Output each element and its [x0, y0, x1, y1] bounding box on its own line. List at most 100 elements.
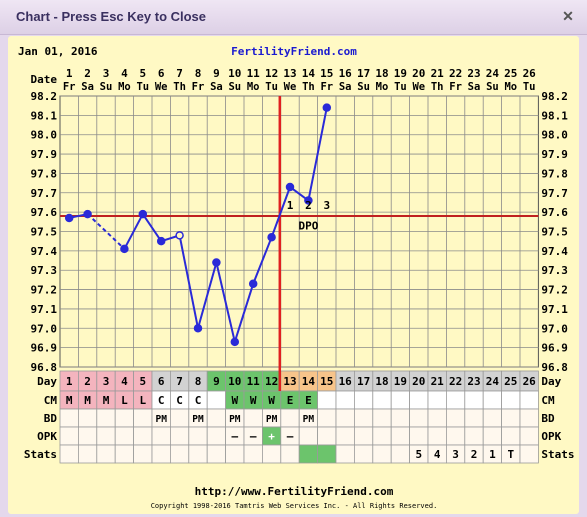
day-value: 2: [84, 375, 91, 388]
cm-value: L: [139, 394, 146, 407]
temp-point: [322, 103, 332, 112]
date-label: 20: [412, 67, 425, 80]
stats-value: 2: [471, 448, 478, 461]
stats-value: 5: [415, 448, 422, 461]
row-label-stats-right: Stats: [541, 448, 574, 461]
y-tick-label-left: 97.2: [31, 284, 58, 297]
cm-value: W: [250, 394, 257, 407]
weekday-label: Mo: [247, 81, 260, 93]
close-icon[interactable]: ✕: [562, 8, 574, 24]
y-tick-label-right: 97.8: [541, 167, 568, 180]
cm-cell: [501, 390, 521, 410]
day-value: 13: [283, 375, 296, 388]
row-label-date: Date: [31, 73, 58, 86]
y-tick-label-left: 98.1: [31, 109, 58, 122]
row-label-day-left: Day: [37, 375, 57, 388]
bd-cell: [353, 408, 374, 428]
day-value: 5: [139, 375, 146, 388]
temp-line: [197, 262, 218, 329]
dpo-number: 3: [323, 199, 330, 212]
cm-value: W: [231, 394, 238, 407]
bd-value: PM: [192, 414, 204, 425]
day-value: 8: [195, 375, 202, 388]
row-label-stats-left: Stats: [24, 448, 57, 461]
temp-point: [304, 196, 313, 205]
date-label: 25: [504, 67, 517, 80]
row-label-bd-left: BD: [44, 412, 58, 425]
opk-value: –: [231, 430, 238, 443]
day-value: 10: [228, 375, 241, 388]
y-tick-label-right: 97.2: [541, 284, 568, 297]
bd-cell: [482, 408, 503, 428]
day-value: 11: [247, 375, 261, 388]
weekday-label: Th: [173, 81, 186, 93]
footer-copyright: Copyright 1998-2016 Tamtris Web Services…: [151, 502, 438, 510]
y-tick-label-left: 96.8: [31, 361, 58, 374]
day-value: 24: [486, 375, 500, 388]
weekday-label: Su: [100, 81, 113, 93]
day-value: 4: [121, 375, 128, 388]
stats-cell: [225, 444, 245, 464]
stats-cell: [206, 444, 226, 464]
weekday-label: Su: [357, 81, 370, 93]
weekday-label: Mo: [376, 81, 389, 93]
opk-cell: [501, 426, 521, 446]
bd-value: PM: [155, 414, 167, 425]
y-tick-label-right: 98.1: [541, 109, 568, 122]
weekday-label: Sa: [81, 81, 94, 93]
temp-point: [285, 182, 295, 192]
y-tick-label-right: 97.1: [541, 303, 568, 316]
bd-cell: [464, 408, 484, 428]
weekday-label: Th: [302, 81, 315, 93]
temp-point: [64, 213, 74, 223]
day-value: 21: [431, 375, 445, 388]
day-value: 23: [467, 375, 480, 388]
temp-point: [248, 279, 258, 289]
stats-cell: [298, 444, 319, 464]
cm-value: E: [287, 394, 294, 407]
bd-cell: [335, 408, 355, 428]
opk-cell: [353, 426, 374, 446]
temp-line: [178, 235, 199, 329]
cm-cell: [464, 390, 484, 410]
weekday-label: We: [412, 81, 425, 93]
day-value: 22: [449, 375, 462, 388]
y-tick-label-left: 97.1: [31, 303, 58, 316]
y-tick-label-left: 96.9: [31, 342, 58, 355]
opk-cell: [96, 426, 116, 446]
bd-cell: [390, 408, 411, 428]
weekday-label: Fr: [192, 81, 205, 93]
cm-cell: [353, 390, 374, 410]
day-value: 3: [103, 375, 110, 388]
bd-cell: [169, 408, 190, 428]
opk-cell: [482, 426, 503, 446]
bd-cell: [519, 408, 539, 428]
date-label: 24: [486, 67, 500, 80]
date-label: 9: [213, 67, 220, 80]
chart-panel: Jan 01, 2016 FertilityFriend.com 98.2 98.…: [8, 36, 579, 514]
date-label: 3: [103, 67, 110, 80]
date-label: 22: [449, 67, 462, 80]
date-label: 6: [158, 67, 165, 80]
date-label: 11: [247, 67, 261, 80]
date-label: 15: [320, 67, 333, 80]
temp-point: [230, 337, 240, 347]
row-label-day-right: Day: [541, 375, 561, 388]
cm-value: M: [66, 394, 73, 407]
date-label: 26: [523, 67, 537, 80]
opk-cell: [78, 426, 98, 446]
bd-cell: [280, 408, 300, 428]
stats-cell: [188, 444, 208, 464]
stats-cell: [114, 444, 134, 464]
stats-cell: [372, 444, 392, 464]
date-label: 23: [467, 67, 480, 80]
site-name: FertilityFriend.com: [231, 45, 357, 58]
cm-value: L: [121, 394, 128, 407]
cm-value: C: [176, 394, 183, 407]
dpo-label: DPO: [298, 220, 318, 233]
row-label-opk-left: OPK: [37, 430, 57, 443]
opk-cell: [188, 426, 208, 446]
bd-cell: [206, 408, 226, 428]
day-value: 14: [302, 375, 316, 388]
